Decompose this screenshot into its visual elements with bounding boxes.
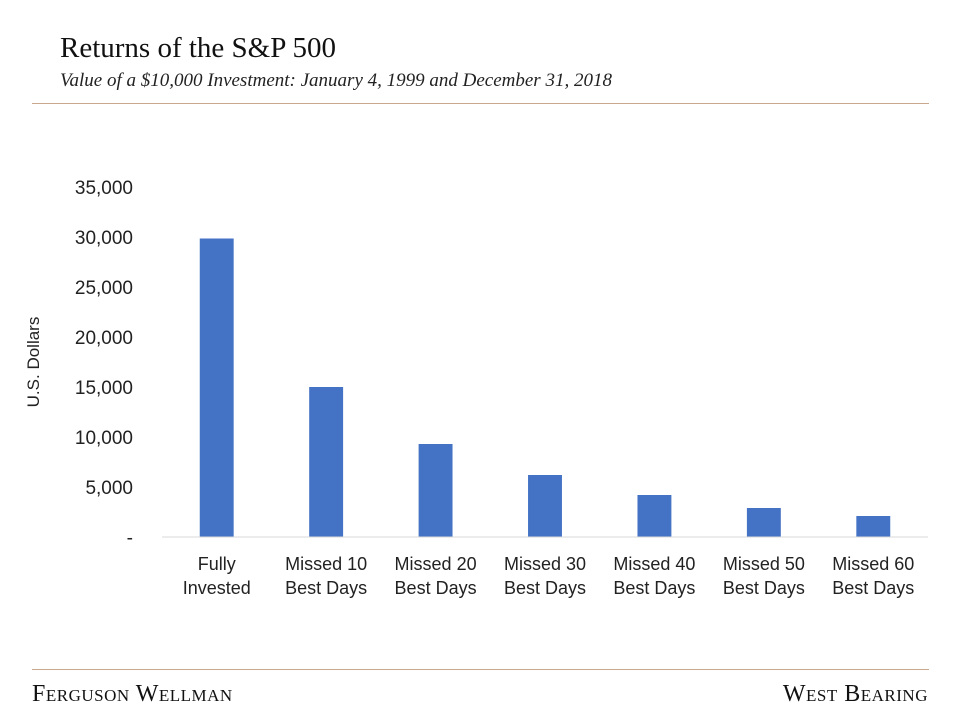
x-tick-label: Best Days xyxy=(832,578,914,598)
bar-chart: - 5,000 10,000 15,000 20,000 25,000 30,000 35,0… xyxy=(24,178,928,598)
y-tick-label: 25,000 xyxy=(75,278,133,299)
bar-2 xyxy=(418,444,453,537)
y-tick-label: 30,000 xyxy=(75,228,133,249)
footer-brand-left: Ferguson Wellman xyxy=(32,681,233,707)
x-tick-label: Best Days xyxy=(395,578,477,598)
x-tick-label: Missed 10 xyxy=(285,554,367,574)
footer-brand-right: West Bearing xyxy=(782,681,928,707)
y-axis-label: U.S. Dollars xyxy=(24,317,43,408)
y-axis: - 5,000 10,000 15,000 20,000 25,000 30,000 35,0… xyxy=(75,178,133,549)
x-tick-label: Missed 50 xyxy=(723,554,805,574)
x-tick-label: Missed 40 xyxy=(613,554,695,574)
x-tick-label: Best Days xyxy=(723,578,805,598)
y-tick-label: 15,000 xyxy=(75,378,133,399)
bar-4 xyxy=(637,495,672,537)
bar-1 xyxy=(309,387,344,537)
bar-3 xyxy=(528,475,562,537)
y-tick-label: - xyxy=(127,528,133,549)
x-tick-label: Missed 60 xyxy=(832,554,914,574)
x-tick-label: Invested xyxy=(183,578,251,598)
chart-title: Returns of the S&P 500 xyxy=(60,32,337,64)
footer-divider xyxy=(32,669,929,670)
chart-subtitle: Value of a $10,000 Investment: January 4… xyxy=(60,70,612,91)
x-axis: Fully Invested Missed 10 Best Days Missed 20… xyxy=(162,536,928,598)
bar-5 xyxy=(746,508,781,537)
x-tick-label: Best Days xyxy=(285,578,367,598)
x-tick-label: Missed 20 xyxy=(395,554,477,574)
bar-6 xyxy=(856,516,891,537)
bar-0 xyxy=(199,238,234,537)
y-tick-label: 10,000 xyxy=(75,428,133,449)
header-divider xyxy=(32,103,929,104)
bars xyxy=(199,238,891,537)
y-tick-label: 20,000 xyxy=(75,328,133,349)
x-tick-label: Fully xyxy=(198,554,236,574)
x-tick-label: Best Days xyxy=(504,578,586,598)
y-tick-label: 35,000 xyxy=(75,178,133,199)
x-tick-label: Missed 30 xyxy=(504,554,586,574)
y-tick-label: 5,000 xyxy=(85,478,133,499)
x-tick-label: Best Days xyxy=(613,578,695,598)
